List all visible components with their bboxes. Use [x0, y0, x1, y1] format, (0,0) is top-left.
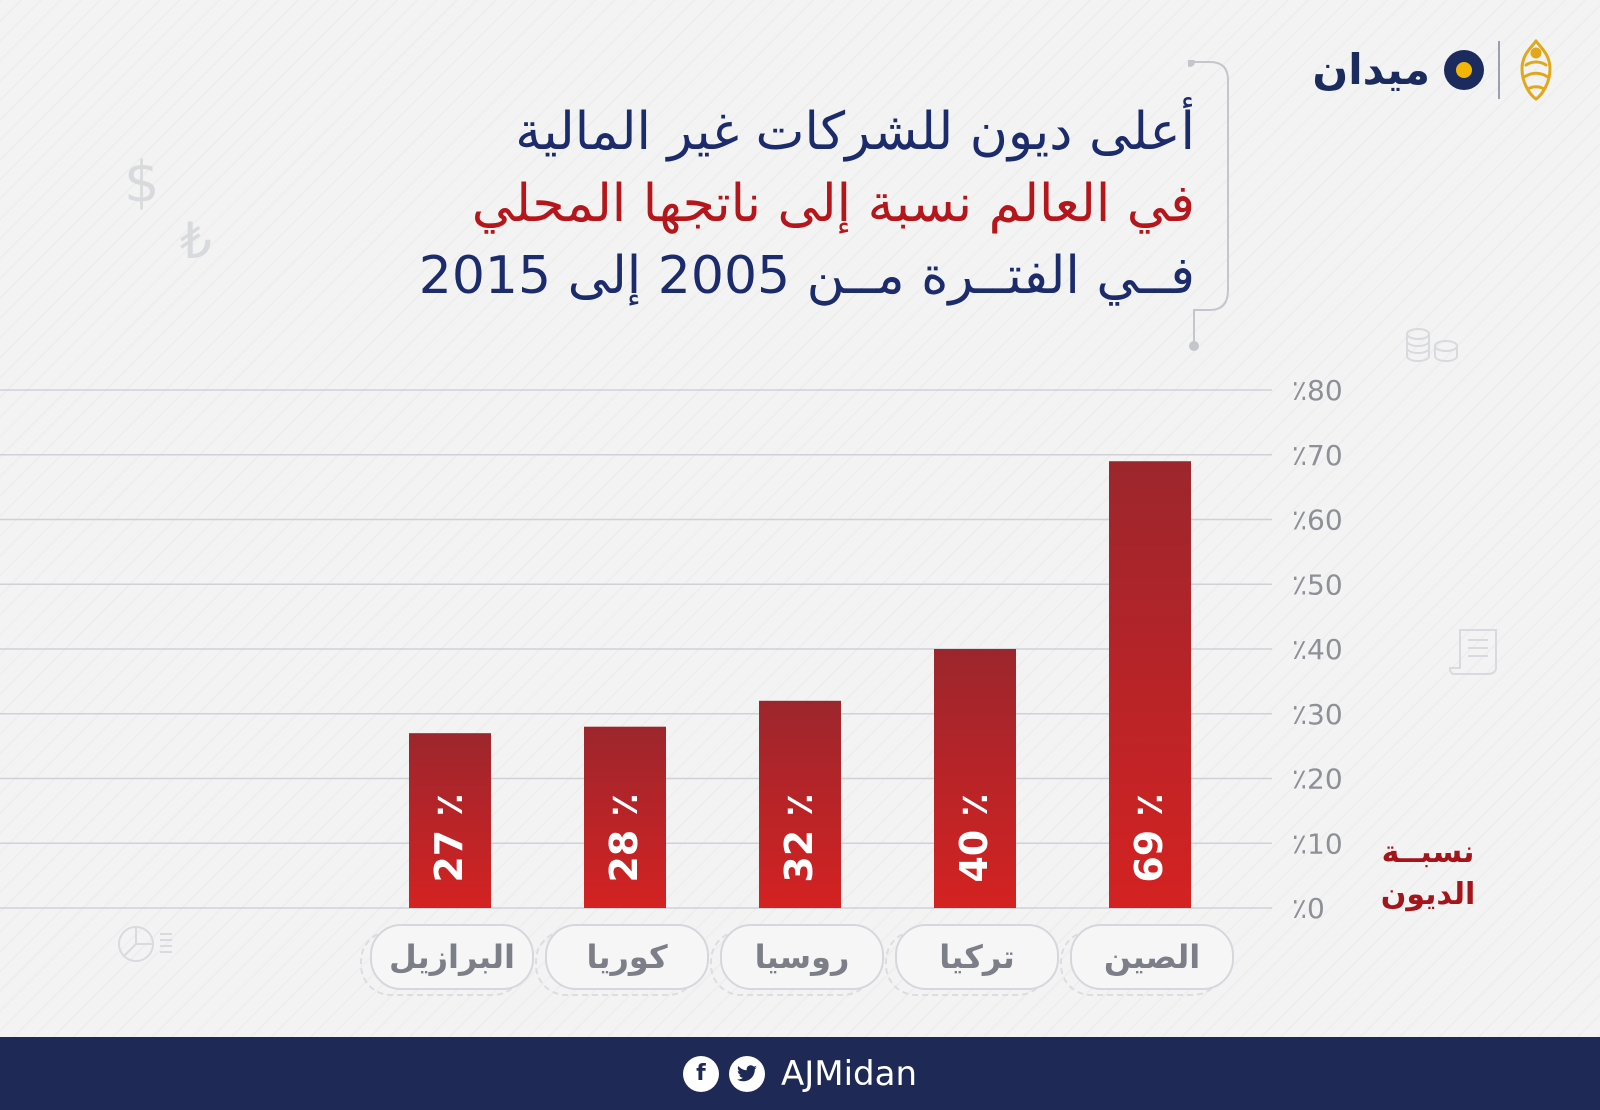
category-label: البرازيل [370, 924, 534, 990]
brand-logo: ميدان [1312, 32, 1558, 108]
y-tick-label: ٪40 [1292, 633, 1343, 666]
bar [584, 726, 666, 908]
y-tick-label: ٪60 [1292, 504, 1343, 537]
midan-logo-icon [1444, 50, 1484, 90]
bar [409, 733, 491, 908]
aljazeera-logo-icon [1520, 39, 1552, 101]
bar-value-label: 40 ٪ [952, 793, 996, 882]
y-tick-label: ٪30 [1292, 698, 1343, 731]
y-axis-caption-line-2: الديون [1380, 877, 1476, 912]
category-label: روسيا [720, 924, 884, 990]
bar-value-label: 27 ٪ [427, 793, 471, 882]
title-bracket [1188, 60, 1229, 351]
footer-bar: f AJMidan [0, 1037, 1600, 1110]
title-line-3: فــي الفتــرة مــن 2005 إلى 2015 [418, 246, 1195, 306]
y-tick-label: ٪20 [1292, 763, 1343, 796]
bar [759, 700, 841, 908]
category-label: تركيا [895, 924, 1059, 990]
chart-title: أعلى ديون للشركات غير المالية في العالم … [419, 96, 1195, 312]
lira-icon: ₺ [180, 212, 212, 270]
bar [1109, 461, 1191, 908]
y-tick-label: ٪70 [1292, 439, 1343, 472]
bar [934, 649, 1016, 908]
category-label: الصين [1070, 924, 1234, 990]
y-axis-caption: نسبــة الديون [1368, 832, 1488, 916]
dollar-icon: $ [124, 150, 160, 215]
y-tick-label: ٪80 [1292, 374, 1343, 407]
logo-divider [1498, 41, 1500, 99]
category-label: كوريا [545, 924, 709, 990]
bar-value-label: 28 ٪ [602, 793, 646, 882]
title-line-1: أعلى ديون للشركات غير المالية [515, 102, 1195, 162]
y-tick-label: ٪50 [1292, 568, 1343, 601]
y-tick-label: ٪0 [1292, 892, 1325, 925]
midan-wordmark: ميدان [1312, 45, 1430, 94]
twitter-icon[interactable] [728, 1055, 765, 1092]
coins-icon [1406, 328, 1458, 363]
title-line-2: في العالم نسبة إلى ناتجها المحلي [471, 174, 1195, 234]
pie-chart-icon [118, 926, 172, 962]
y-tick-label: ٪10 [1292, 827, 1343, 860]
bar-value-label: 32 ٪ [777, 793, 821, 882]
facebook-icon[interactable]: f [682, 1055, 719, 1092]
bar-value-label: 69 ٪ [1127, 793, 1171, 882]
footer-handle[interactable]: AJMidan [780, 1053, 918, 1094]
receipt-icon [1448, 629, 1497, 675]
y-axis-caption-line-1: نسبــة [1381, 835, 1475, 870]
